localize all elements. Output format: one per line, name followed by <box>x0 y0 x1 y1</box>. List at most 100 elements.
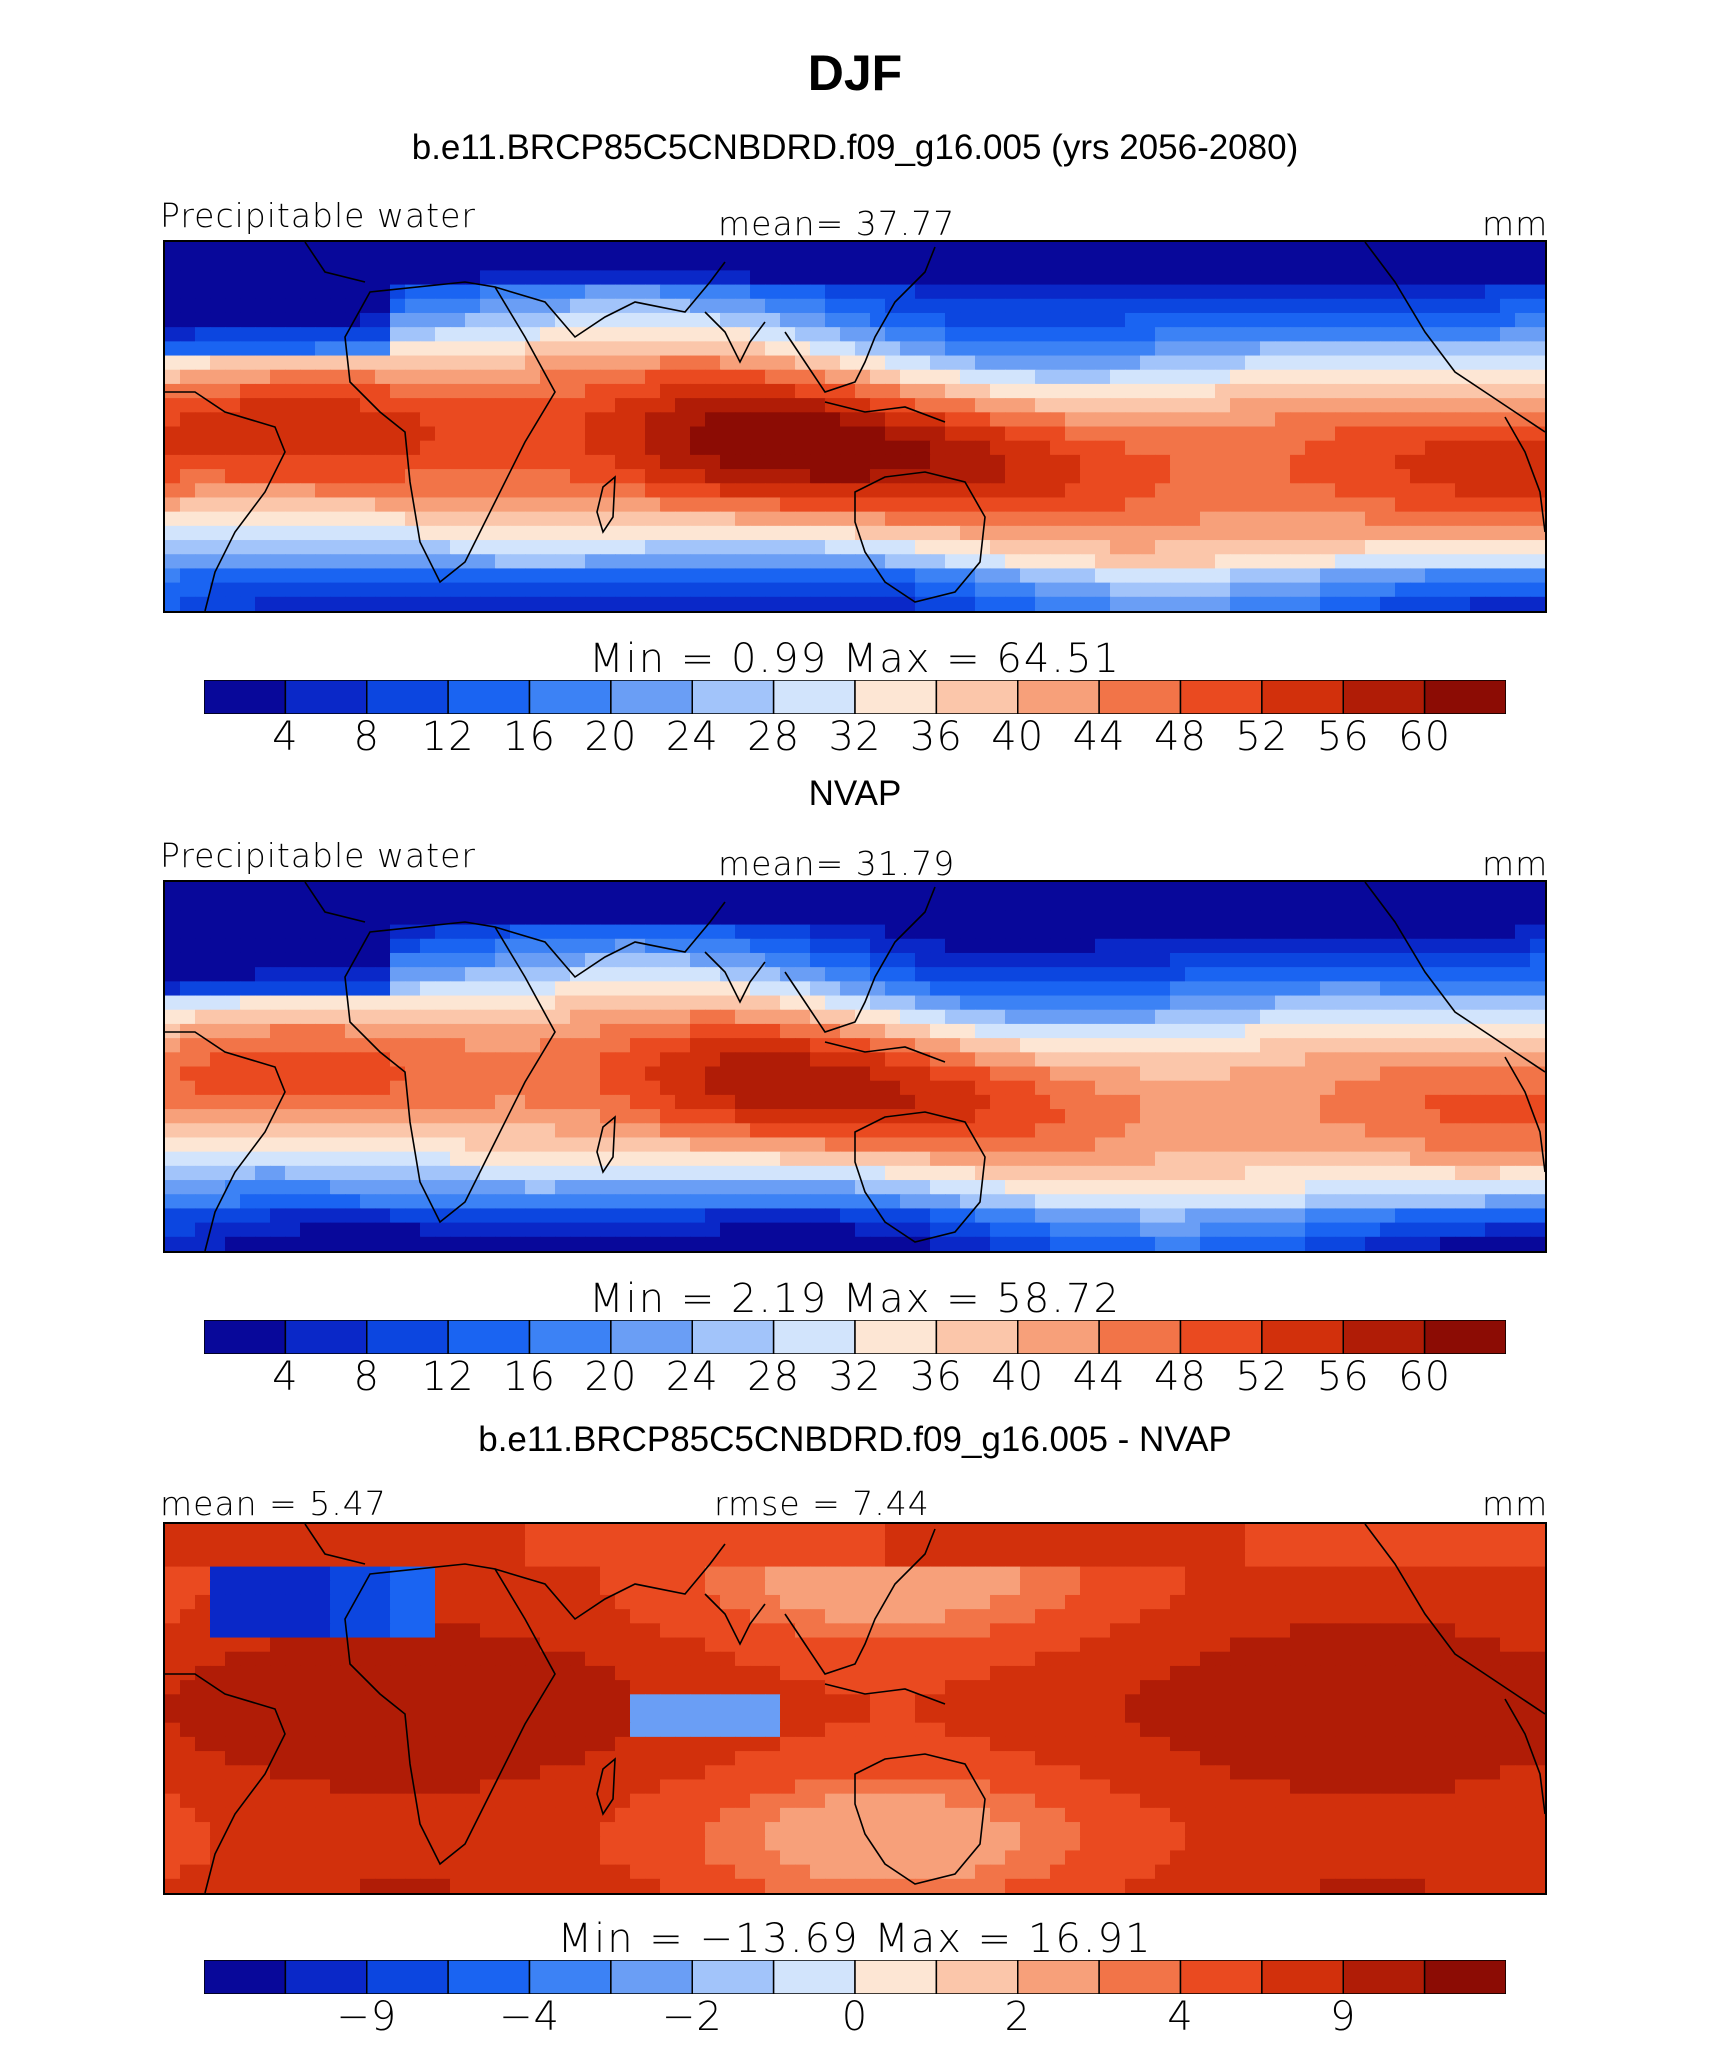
field-cell <box>555 1066 571 1082</box>
field-cell <box>375 440 391 456</box>
field-cell <box>1350 1165 1366 1181</box>
field-cell <box>270 1222 286 1238</box>
field-cell <box>495 1151 511 1167</box>
field-cell <box>1260 882 1276 897</box>
field-cell <box>960 1137 976 1153</box>
field-cell <box>1245 1165 1261 1181</box>
field-cell <box>1320 525 1336 541</box>
field-cell <box>300 896 316 911</box>
field-cell <box>360 483 376 499</box>
field-cell <box>1005 469 1021 484</box>
field-cell <box>735 1038 751 1053</box>
field-cell <box>1065 312 1081 328</box>
field-cell <box>1335 284 1351 300</box>
field-cell <box>1185 1236 1201 1251</box>
field-cell <box>1215 398 1231 413</box>
field-cell <box>255 369 271 385</box>
field-cell <box>540 1023 556 1039</box>
field-cell <box>1125 1052 1141 1068</box>
field-cell <box>405 582 421 598</box>
field-cell <box>795 952 811 968</box>
field-cell <box>960 596 976 611</box>
field-cell <box>1290 1151 1306 1167</box>
field-cell <box>165 369 181 385</box>
field-cell <box>705 454 721 470</box>
field-cell <box>780 383 796 399</box>
field-cell <box>450 284 466 300</box>
field-cell <box>375 1180 391 1195</box>
colorbar-swatch <box>1423 680 1506 714</box>
field-cell <box>825 398 841 413</box>
field-cell <box>960 1066 976 1082</box>
field-cell <box>525 582 541 598</box>
field-cell <box>465 1038 481 1053</box>
field-cell <box>1230 483 1246 499</box>
field-cell <box>1035 483 1051 499</box>
field-cell <box>180 981 196 997</box>
field-cell <box>465 568 481 584</box>
field-cell <box>1170 1109 1186 1124</box>
field-cell <box>480 1094 496 1110</box>
field-cell <box>1410 270 1426 286</box>
field-cell <box>285 1123 301 1139</box>
field-cell <box>240 341 256 357</box>
field-cell <box>495 1066 511 1082</box>
field-cell <box>1200 525 1216 541</box>
field-cell <box>390 327 406 342</box>
field-cell <box>1110 1180 1126 1195</box>
field-cell <box>1350 995 1366 1011</box>
field-cell <box>210 1538 226 1553</box>
field-cell <box>420 454 436 470</box>
field-cell <box>1125 981 1141 997</box>
field-cell <box>1395 1052 1411 1068</box>
field-cell <box>660 525 676 541</box>
field-cell <box>180 256 196 271</box>
field-cell <box>1230 938 1246 954</box>
field-cell <box>435 1151 451 1167</box>
contour-field <box>165 1524 1545 1893</box>
field-cell <box>750 554 766 570</box>
field-cell <box>690 327 706 342</box>
field-cell <box>390 1236 406 1251</box>
field-cell <box>555 327 571 342</box>
field-cell <box>1140 511 1156 527</box>
field-cell <box>1125 242 1141 257</box>
field-cell <box>1185 1123 1201 1139</box>
field-cell <box>450 952 466 968</box>
field-cell <box>495 525 511 541</box>
field-cell <box>645 312 661 328</box>
field-cell <box>1530 1066 1545 1082</box>
field-cell <box>1185 312 1201 328</box>
field-cell <box>1425 1165 1441 1181</box>
field-cell <box>540 1009 556 1025</box>
field-cell <box>1140 967 1156 982</box>
field-cell <box>375 1009 391 1025</box>
field-cell <box>750 967 766 982</box>
field-cell <box>1185 327 1201 342</box>
field-cell <box>915 554 931 570</box>
field-cell <box>240 1052 256 1068</box>
field-cell <box>1365 1052 1381 1068</box>
field-cell <box>435 483 451 499</box>
field-cell <box>165 426 181 442</box>
field-cell <box>570 242 586 257</box>
field-cell <box>1275 1151 1291 1167</box>
field-cell <box>735 1009 751 1025</box>
field-cell <box>945 1165 961 1181</box>
field-cell <box>1320 355 1336 371</box>
field-cell <box>300 355 316 371</box>
field-cell <box>270 896 286 911</box>
field-cell <box>240 896 256 911</box>
field-cell <box>1020 383 1036 399</box>
field-cell <box>1365 483 1381 499</box>
field-cell <box>435 398 451 413</box>
field-cell <box>1095 1165 1111 1181</box>
field-cell <box>225 1194 241 1210</box>
colorbar-swatch <box>1017 1320 1100 1354</box>
field-cell <box>1380 1524 1396 1539</box>
field-cell <box>930 312 946 328</box>
field-cell <box>660 511 676 527</box>
field-cell <box>855 582 871 598</box>
field-cell <box>675 355 691 371</box>
field-cell <box>990 582 1006 598</box>
